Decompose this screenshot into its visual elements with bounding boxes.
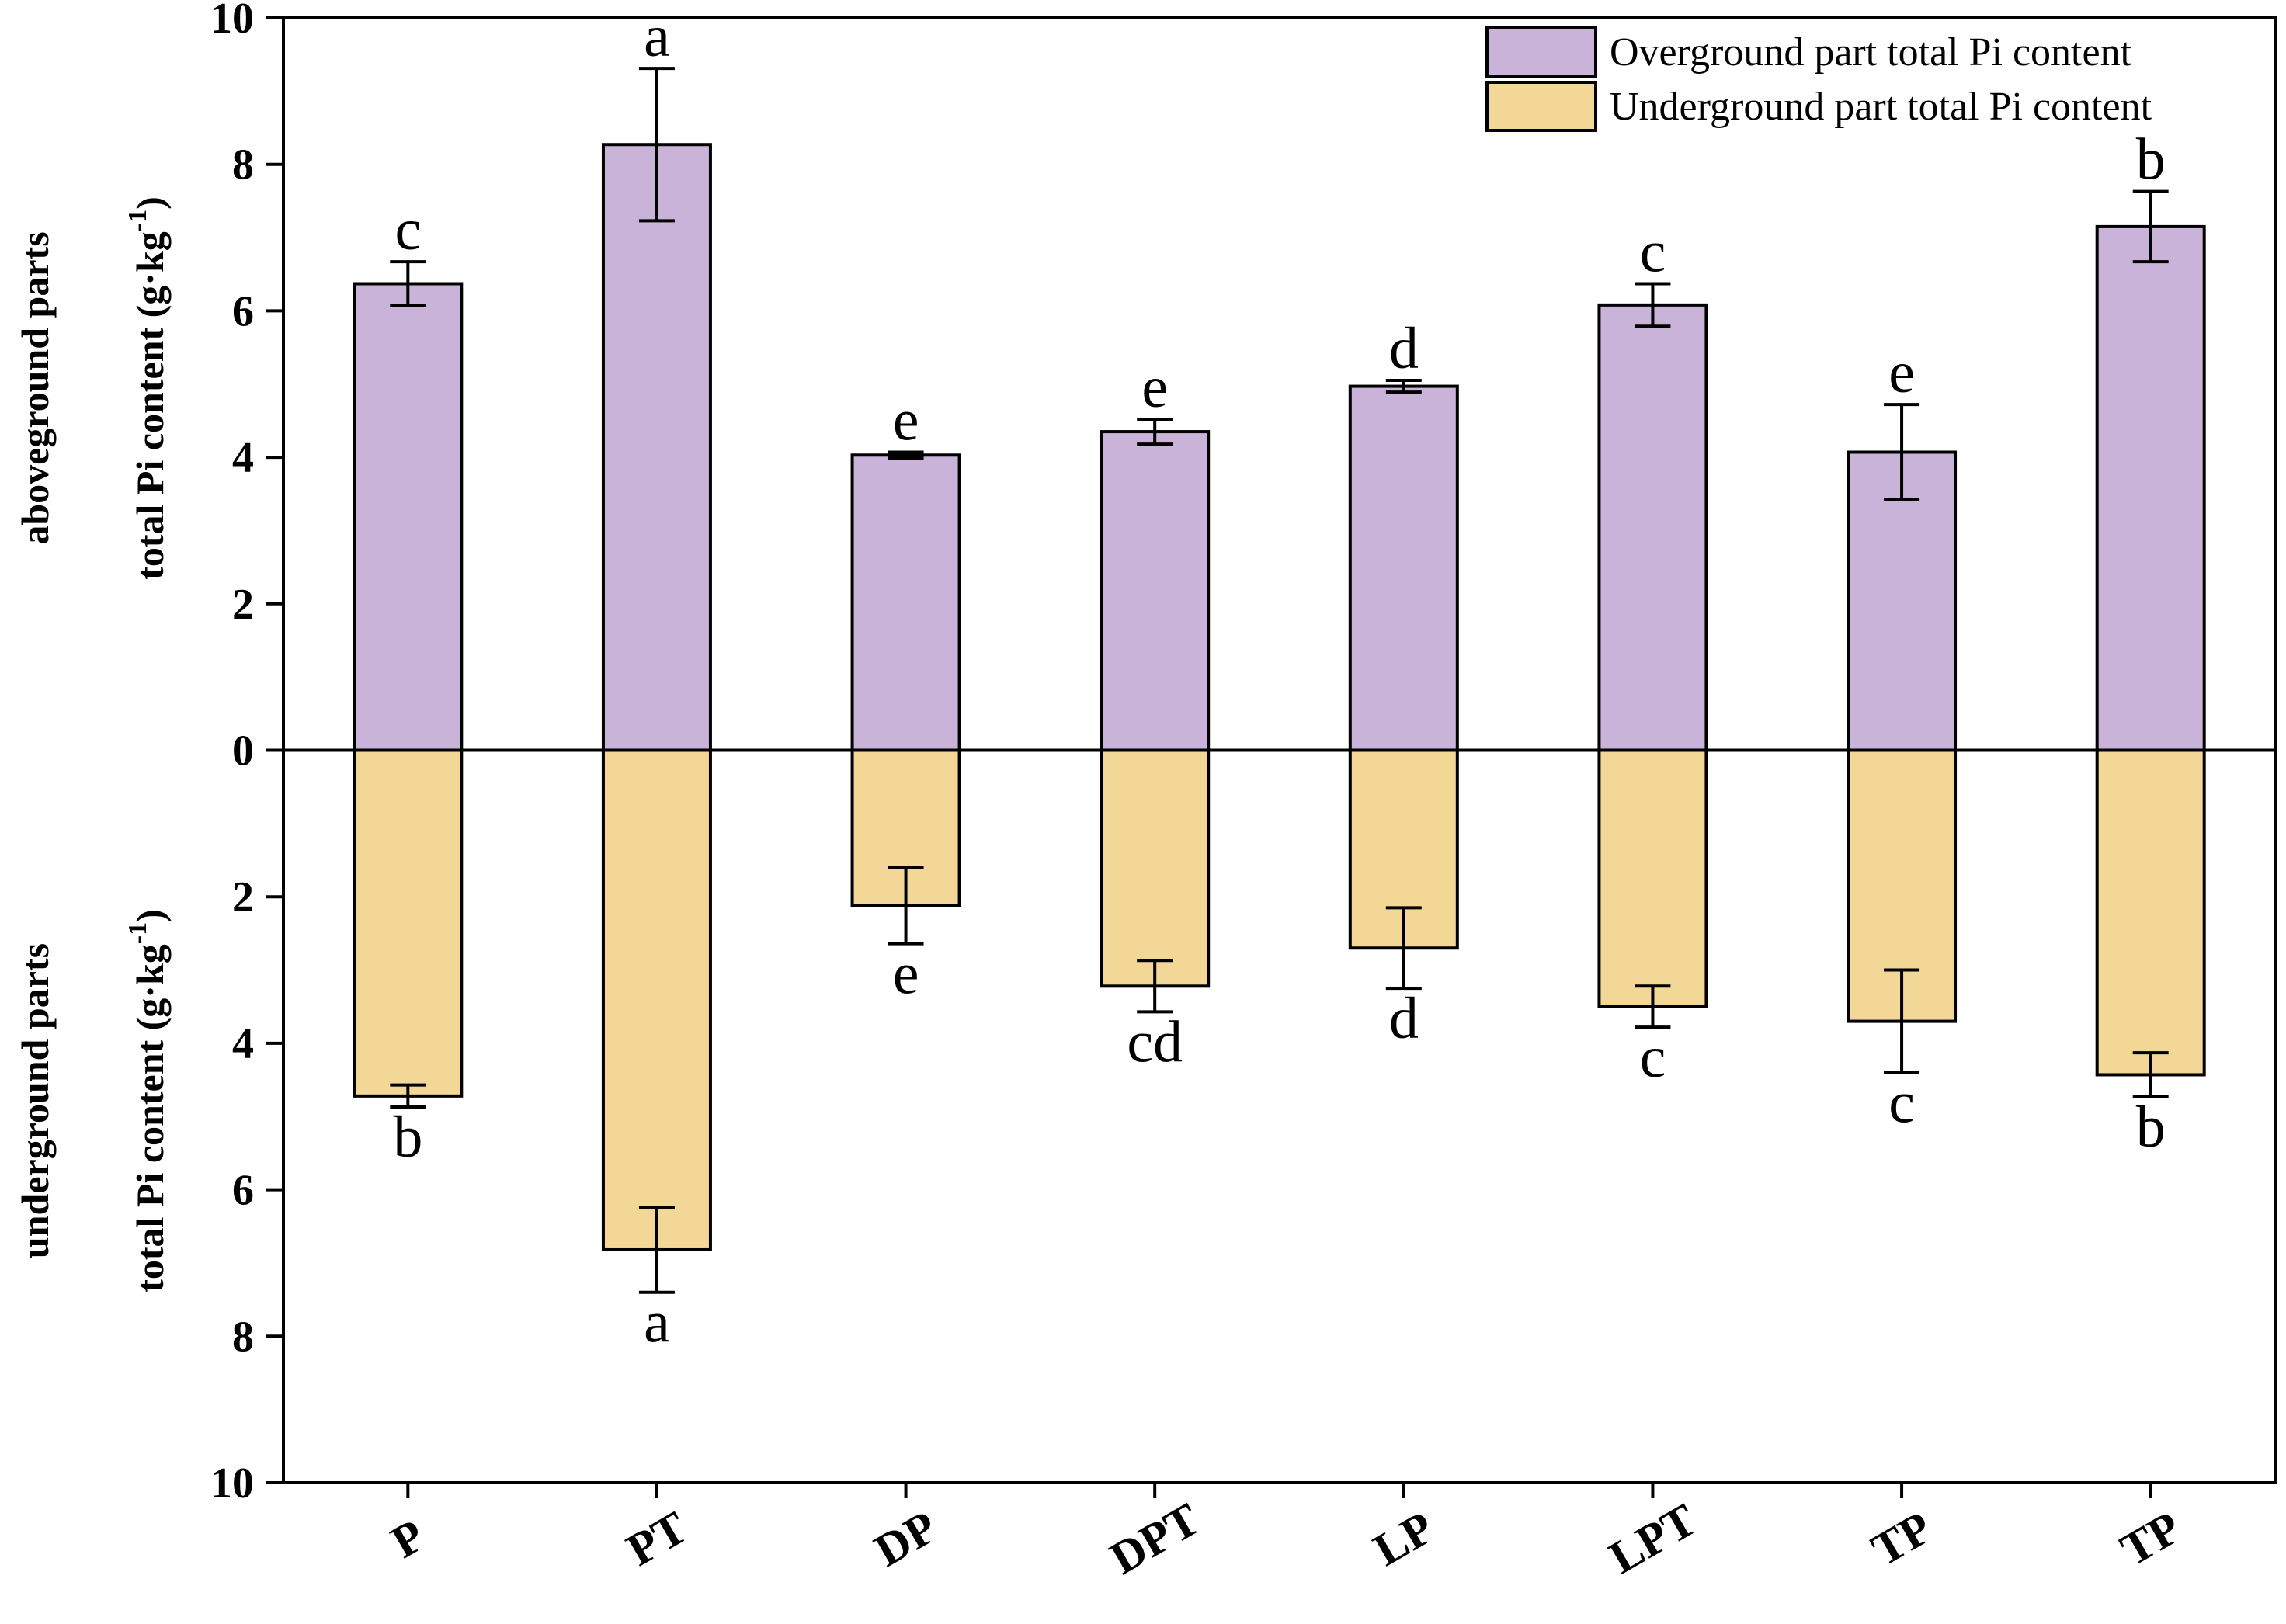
- lower-bar-2: [601, 748, 712, 1251]
- ylabel-superscript: -1: [123, 922, 152, 944]
- upper-bar-4: [1100, 430, 1211, 752]
- legend-swatch-1: [1485, 26, 1597, 78]
- significance-letter: c: [1640, 1025, 1666, 1090]
- significance-letter: b: [393, 1105, 422, 1170]
- x-tick-label: DPT: [1102, 1493, 1208, 1584]
- upper-bar-8: [2095, 224, 2206, 752]
- significance-letter: c: [394, 197, 421, 262]
- significance-letter: c: [1888, 1071, 1915, 1136]
- y-tick-label: 2: [232, 873, 254, 921]
- lower-bar-1: [353, 748, 464, 1098]
- x-tick-label: P: [383, 1509, 433, 1567]
- significance-letter: a: [644, 1290, 670, 1355]
- significance-letter: b: [2136, 1095, 2166, 1160]
- significance-letter: a: [644, 4, 670, 69]
- y-tick-label: 8: [232, 1313, 254, 1361]
- ylabel-text: total Pi content (g·kg: [128, 231, 172, 580]
- y-tick-label: 6: [232, 287, 254, 335]
- upper-bar-6: [1597, 303, 1708, 752]
- significance-letter: e: [893, 942, 919, 1007]
- significance-letter: e: [1141, 355, 1168, 420]
- ylabel-close: ): [128, 196, 172, 210]
- significance-letter: d: [1389, 316, 1419, 381]
- x-tick-label: PT: [618, 1501, 695, 1575]
- legend-swatch-2: [1485, 81, 1597, 132]
- significance-letter: c: [1640, 219, 1666, 284]
- upper-bar-2: [601, 143, 712, 752]
- x-tick-label: LPT: [1600, 1494, 1704, 1584]
- upper-bar-7: [1847, 450, 1958, 752]
- x-tick-label: DP: [866, 1501, 945, 1576]
- ylabel-superscript: -1: [123, 210, 152, 231]
- y-tick-label: 10: [210, 0, 254, 43]
- legend-label-1: Overground part total Pi content: [1610, 30, 2132, 75]
- upper-bar-5: [1348, 384, 1459, 752]
- ylabel-text: total Pi content (g·kg: [128, 944, 172, 1293]
- ylabel_lower-ylabel-line1: underground parts: [13, 943, 57, 1258]
- y-tick-label: 2: [232, 581, 254, 629]
- ylabel_lower-ylabel-line2: total Pi content (g·kg-1): [123, 909, 172, 1293]
- significance-letter: d: [1389, 986, 1419, 1051]
- ylabel_upper-ylabel-line2: total Pi content (g·kg-1): [123, 196, 172, 580]
- significance-letter: e: [1888, 340, 1915, 405]
- y-tick-label: 4: [232, 434, 254, 482]
- legend-label-2: Underground part total Pi content: [1610, 85, 2152, 129]
- y-tick-label: 6: [232, 1167, 254, 1215]
- y-tick-label: 10: [210, 1459, 254, 1508]
- x-tick-label: TP: [1863, 1501, 1940, 1575]
- lower-bar-6: [1597, 748, 1708, 1008]
- y-tick-label: 0: [232, 727, 254, 776]
- lower-bar-4: [1100, 748, 1211, 988]
- significance-letter: b: [2136, 127, 2166, 193]
- significance-letter: e: [893, 387, 919, 453]
- upper-bar-1: [353, 282, 464, 752]
- x-tick-label: TP: [2112, 1501, 2189, 1575]
- y-tick-label: 8: [232, 141, 254, 189]
- upper-bar-3: [850, 453, 961, 752]
- significance-letter: cd: [1127, 1009, 1183, 1074]
- x-tick-label: LP: [1365, 1501, 1442, 1575]
- y-tick-label: 4: [232, 1020, 254, 1068]
- lower-bar-8: [2095, 748, 2206, 1077]
- ylabel_upper-ylabel-line1: aboveground parts: [13, 231, 57, 544]
- ylabel-close: ): [128, 909, 172, 922]
